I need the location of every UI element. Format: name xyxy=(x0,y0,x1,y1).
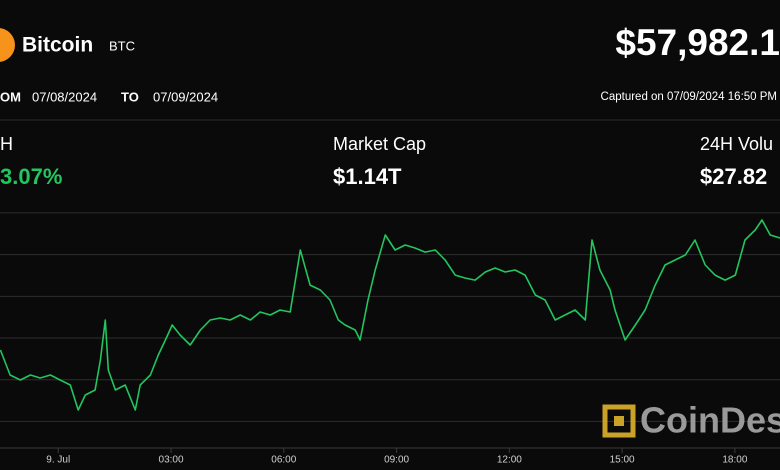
to-label: TO xyxy=(121,89,139,104)
x-tick-label: 06:00 xyxy=(271,455,296,466)
stat-label: H xyxy=(0,134,13,154)
watermark: CoinDes xyxy=(640,400,780,441)
coin-name: Bitcoin xyxy=(22,34,93,57)
x-tick-label: 12:00 xyxy=(497,455,522,466)
bitcoin-logo xyxy=(0,28,15,62)
price-line xyxy=(0,219,780,411)
x-tick-label: 9. Jul xyxy=(46,455,70,466)
from-date: 07/08/2024 xyxy=(32,89,97,104)
captured: Captured on 07/09/2024 16:50 PM xyxy=(601,91,777,103)
plot: 9. Jul 03:00 06:00 09:00 12:00 15:00 18:00 xyxy=(0,212,780,466)
stat-label: Market Cap xyxy=(333,134,426,154)
price: $57,982.1 xyxy=(615,22,780,63)
from-label: OM xyxy=(0,89,21,104)
coin-symbol: BTC xyxy=(109,38,135,53)
x-tick-label: 09:00 xyxy=(384,455,409,466)
stat-label: 24H Volu xyxy=(700,134,773,154)
to-date: 07/09/2024 xyxy=(153,89,218,104)
stat-value: 3.07% xyxy=(0,164,62,189)
x-tick-label: 18:00 xyxy=(722,455,747,466)
stat-value: $27.82 xyxy=(700,164,767,189)
stat-value: $1.14T xyxy=(333,164,402,189)
watermark-icon xyxy=(602,404,636,438)
x-tick-label: 15:00 xyxy=(610,455,635,466)
x-tick-label: 03:00 xyxy=(159,455,184,466)
